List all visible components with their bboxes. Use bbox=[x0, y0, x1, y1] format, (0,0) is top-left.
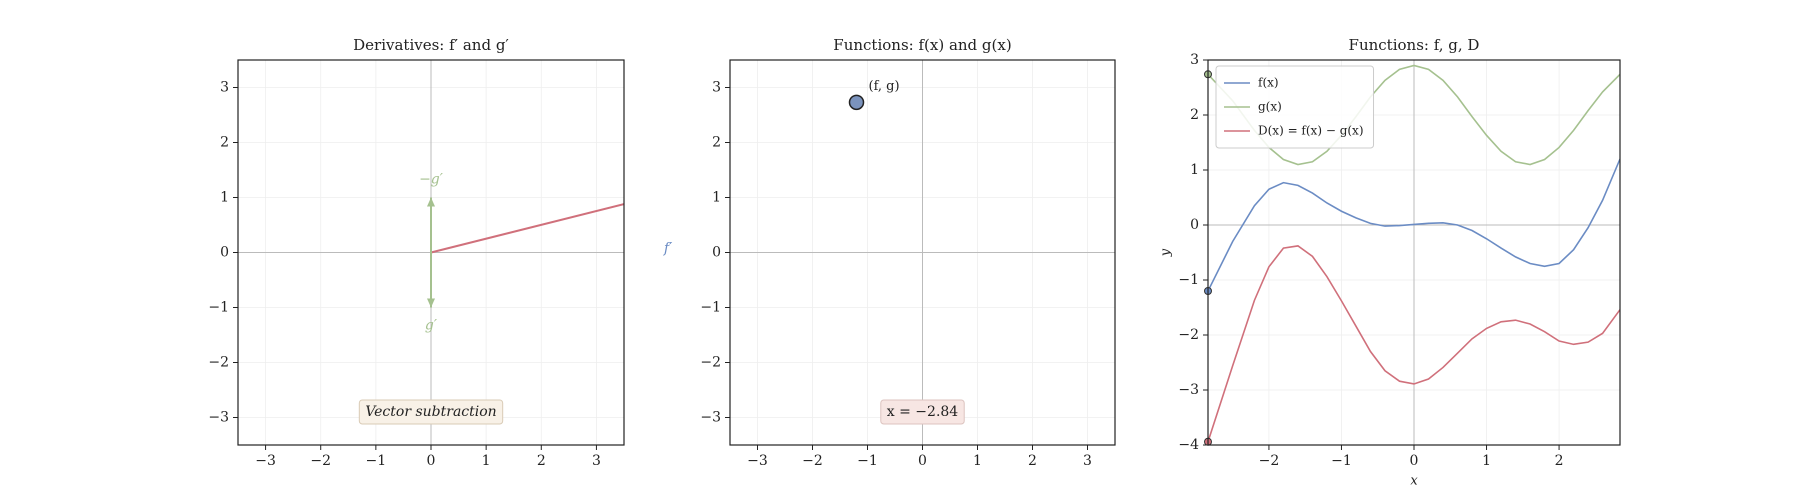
plot-area bbox=[730, 60, 1115, 445]
x-tick-label: −3 bbox=[255, 453, 276, 469]
x-tick-label: 2 bbox=[537, 453, 546, 469]
x-tick-label: −2 bbox=[310, 453, 331, 469]
y-tick-label: −4 bbox=[1178, 437, 1199, 453]
y-tick-label: 1 bbox=[220, 190, 229, 206]
legend: f(x) g(x) D(x) = f(x) − g(x) bbox=[1215, 65, 1375, 149]
panel-title: Derivatives: f′ and g′ bbox=[353, 36, 509, 54]
arrow-head bbox=[427, 197, 435, 207]
note-text: x = −2.84 bbox=[887, 404, 959, 420]
y-tick-label: 0 bbox=[220, 245, 229, 261]
note-box bbox=[880, 399, 965, 425]
x-tick-label: 2 bbox=[1028, 453, 1037, 469]
x-tick-label: −1 bbox=[1331, 453, 1352, 469]
y-tick-label: 3 bbox=[712, 80, 721, 96]
panel-title: Functions: f(x) and g(x) bbox=[833, 36, 1011, 54]
x-tick-label: 0 bbox=[1410, 453, 1419, 469]
x-tick-label: 0 bbox=[918, 453, 927, 469]
x-tick-label: 1 bbox=[482, 453, 491, 469]
legend-label: f(x) bbox=[1258, 76, 1279, 90]
y-tick-label: 2 bbox=[1190, 107, 1199, 123]
vector-label: g′ bbox=[425, 318, 438, 334]
arrow-head bbox=[427, 298, 435, 308]
y-axis-label: y bbox=[1159, 248, 1174, 257]
annotation: f′ bbox=[663, 241, 673, 257]
x-tick-label: −1 bbox=[366, 453, 387, 469]
legend-label: g(x) bbox=[1258, 100, 1282, 114]
legend-box bbox=[1215, 65, 1375, 149]
y-tick-label: 2 bbox=[712, 135, 721, 151]
x-tick-label: −3 bbox=[747, 453, 768, 469]
axes-frame bbox=[729, 59, 1116, 446]
plot-area bbox=[238, 60, 624, 445]
y-tick-label: −2 bbox=[208, 355, 229, 371]
legend-label: D(x) = f(x) − g(x) bbox=[1258, 124, 1364, 138]
y-tick-label: 2 bbox=[220, 135, 229, 151]
series-line bbox=[1208, 64, 1620, 166]
note-text: Vector subtraction bbox=[365, 404, 496, 420]
y-tick-label: −3 bbox=[1178, 382, 1199, 398]
panel-title: Functions: f, g, D bbox=[1349, 36, 1480, 54]
y-tick-label: −3 bbox=[700, 410, 721, 426]
axes-frame bbox=[237, 59, 625, 446]
point-label: (f, g) bbox=[869, 79, 900, 94]
plot-area bbox=[1208, 60, 1620, 445]
x-tick-label: 1 bbox=[1482, 453, 1491, 469]
axes-frame bbox=[1207, 59, 1621, 446]
y-tick-label: −1 bbox=[700, 300, 721, 316]
x-tick-label: −1 bbox=[857, 453, 878, 469]
x-tick-label: 3 bbox=[592, 453, 601, 469]
panel: Functions: f(x) and g(x) −3 −2 −1 0 1 2 3 −3 −2 −1… bbox=[700, 36, 1116, 469]
panel: Derivatives: f′ and g′ −3 −2 −1 0 1 2 3 −3 −2 −1 0 1… bbox=[208, 36, 673, 469]
y-tick-label: 3 bbox=[220, 80, 229, 96]
x-tick-label: −2 bbox=[802, 453, 823, 469]
point bbox=[848, 94, 865, 111]
x-tick-label: 0 bbox=[427, 453, 436, 469]
y-tick-label: 0 bbox=[1190, 217, 1199, 233]
x-tick-label: 3 bbox=[1083, 453, 1092, 469]
x-axis-label: x bbox=[1410, 474, 1418, 489]
vector-line bbox=[430, 203, 624, 254]
y-tick-label: −2 bbox=[1178, 327, 1199, 343]
y-tick-label: −3 bbox=[208, 410, 229, 426]
series-line bbox=[1208, 245, 1620, 442]
y-tick-label: 0 bbox=[712, 245, 721, 261]
y-tick-label: −1 bbox=[1178, 272, 1199, 288]
note-box bbox=[358, 399, 504, 425]
series-line bbox=[1208, 158, 1620, 292]
y-tick-label: 1 bbox=[1190, 162, 1199, 178]
y-tick-label: −2 bbox=[700, 355, 721, 371]
y-tick-label: 3 bbox=[1190, 52, 1199, 68]
vector-label: −g′ bbox=[419, 172, 444, 188]
y-tick-label: 1 bbox=[712, 190, 721, 206]
x-tick-label: 2 bbox=[1555, 453, 1564, 469]
panel: Functions: f, g, D −2 −1 0 1 2 −4 −3 −2 −1 0 1 2 3 x y f… bbox=[1159, 36, 1621, 489]
x-tick-label: −2 bbox=[1259, 453, 1280, 469]
x-tick-label: 1 bbox=[973, 453, 982, 469]
y-tick-label: −1 bbox=[208, 300, 229, 316]
